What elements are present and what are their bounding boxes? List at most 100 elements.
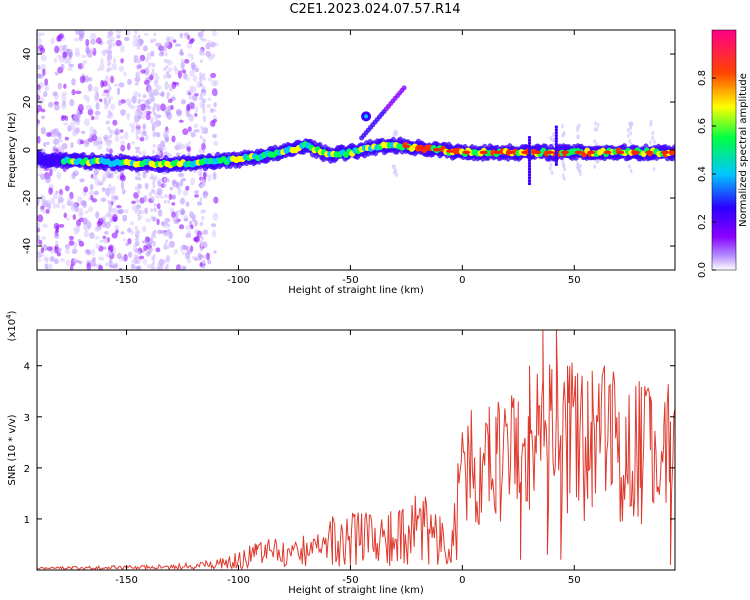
spectrogram-cell	[40, 195, 46, 203]
spectrogram-cell	[144, 67, 150, 76]
spectrogram-cell	[87, 83, 93, 92]
spectrogram-cell	[137, 34, 141, 39]
spectrogram-cell	[167, 223, 171, 228]
spectrogram-cell	[103, 97, 108, 106]
spectrogram-cell	[177, 187, 182, 195]
spectrogram-cell	[143, 79, 150, 86]
spectrogram-cell	[44, 86, 50, 92]
spectrogram-cell	[493, 150, 502, 155]
spectrogram-cell	[52, 91, 58, 97]
spectrogram-cell	[37, 37, 42, 46]
spectrogram-cell	[178, 119, 184, 123]
spectrogram-cell	[120, 99, 126, 104]
spectrogram-cell	[124, 209, 129, 214]
spectrogram-cell	[67, 202, 72, 206]
y-tick-label: 3	[24, 413, 30, 424]
spectrogram-cell	[160, 103, 166, 112]
spectrogram-cell	[554, 162, 558, 166]
spectrogram-cell	[94, 226, 100, 233]
spectrogram-cell	[172, 180, 179, 188]
spectrogram-cell	[394, 168, 397, 173]
spectrogram-cell	[75, 90, 82, 95]
spectrogram-cell	[135, 175, 139, 180]
spectrogram-cell	[68, 52, 73, 60]
spectrogram-cell	[144, 182, 149, 190]
spectrogram-cell	[527, 141, 532, 145]
spectrogram-cell	[106, 138, 110, 143]
spectrogram-cell	[105, 174, 109, 179]
spectrogram-cell	[173, 248, 178, 255]
x-tick-label: -50	[342, 575, 358, 586]
spectrogram-cell	[66, 259, 71, 267]
spectrogram-cell	[577, 168, 581, 173]
spectrogram-cell	[186, 258, 192, 264]
spectrogram-cell	[144, 57, 149, 63]
spectrogram-cell	[59, 33, 64, 39]
spectrogram-cell	[114, 225, 120, 230]
spectrogram-cell	[628, 121, 632, 127]
spectrogram-cell	[56, 201, 61, 209]
spectrogram-cell	[527, 167, 532, 171]
x-tick-label: -50	[342, 275, 358, 286]
spectrogram-cell	[527, 173, 532, 177]
spectrogram-cell	[157, 209, 163, 217]
spectrogram-cell	[81, 54, 87, 58]
spectrogram-cell	[89, 232, 95, 239]
spectrogram-cell	[108, 184, 112, 189]
spectrogram-cell	[120, 144, 126, 152]
spectrogram-cell	[136, 109, 140, 114]
spectrogram-cell	[166, 254, 170, 259]
spectrogram-cell	[122, 214, 128, 222]
spectrogram-cell	[126, 142, 131, 151]
spectrogram-cell	[394, 132, 398, 137]
spectrogram-cell	[167, 152, 171, 157]
spectrogram-cell	[527, 153, 532, 157]
spectrogram-cell	[157, 181, 162, 188]
spectrogram-cell	[136, 75, 140, 80]
spectrogram-cell	[199, 83, 203, 87]
spectrogram-cell	[98, 256, 105, 261]
y-tick-label: 4	[24, 362, 30, 373]
spectrogram-cell	[63, 57, 69, 64]
spectrogram-cell	[206, 103, 211, 108]
spectrogram-cell	[105, 134, 109, 139]
spectrogram-cell	[545, 150, 554, 155]
spectrogram-cell	[112, 213, 118, 222]
spectrogram-cell	[73, 132, 79, 136]
spectrogram-cell	[153, 88, 159, 95]
x-tick-label: -150	[115, 575, 138, 586]
spectrogram-cell	[112, 119, 118, 126]
spectrogram-cell	[165, 239, 169, 244]
spectrogram-cell	[191, 85, 197, 94]
spectrogram-cell	[649, 119, 653, 124]
spectrogram-cell	[46, 246, 53, 252]
spectrogram-cell	[41, 115, 46, 120]
spectrogram-cell	[107, 109, 111, 114]
spectrogram-cell	[86, 262, 92, 270]
spectrogram-cell	[199, 240, 203, 245]
spectrogram-cell	[110, 42, 117, 47]
spectrogram-marks	[37, 30, 675, 270]
spectrogram-cell	[131, 126, 135, 134]
spectrogram-cell	[43, 91, 48, 98]
spectrogram-cell	[57, 145, 63, 151]
spectrogram-cell	[172, 81, 180, 86]
spectrogram-cell	[42, 68, 46, 77]
spectrogram-cell	[50, 197, 56, 205]
spectrogram-cell	[112, 57, 117, 63]
spectrogram-cell	[164, 220, 168, 225]
spectrogram-cell	[133, 192, 139, 199]
spectrogram-cell	[119, 135, 124, 140]
spectrogram-cell	[190, 177, 196, 186]
spectrogram-cell	[661, 150, 670, 155]
spectrogram-cell	[165, 263, 169, 268]
spectrogram-cell	[168, 240, 176, 248]
spectrogram-cell	[202, 118, 206, 123]
spectrogram-cell	[209, 120, 216, 127]
spectrogram-cell	[69, 264, 74, 270]
spectrogram-cell	[37, 135, 41, 144]
spectrogram-cell	[182, 128, 189, 136]
spectrogram-cell	[64, 185, 70, 192]
spectrogram-cell	[210, 53, 216, 59]
spectrogram-cell	[199, 197, 203, 202]
